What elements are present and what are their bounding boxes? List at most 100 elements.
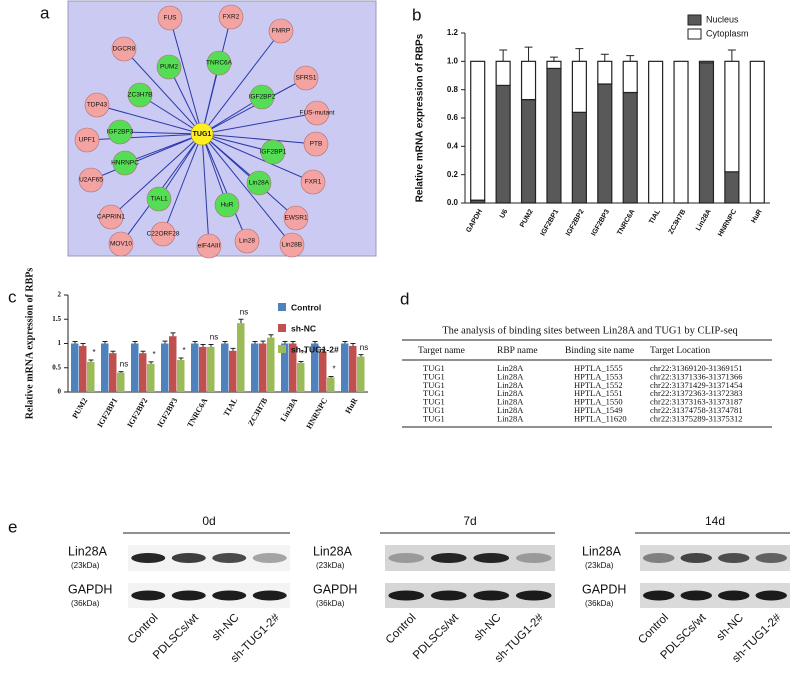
node-label: FUS-mutant — [299, 110, 334, 117]
error-bar — [350, 343, 356, 346]
table-cell: TUG1 — [423, 413, 445, 423]
network-node — [300, 169, 326, 195]
error-bar — [312, 341, 318, 344]
lane-label: Control — [384, 612, 419, 647]
y-tick-label: 1.0 — [447, 56, 459, 65]
network-node — [206, 50, 232, 76]
significance-label: * — [332, 365, 335, 374]
network-edge — [201, 133, 293, 246]
node-label: PUM2 — [160, 64, 178, 71]
blot-title: 14d — [705, 514, 725, 528]
legend-label: sh-NC — [291, 323, 316, 333]
blot-band — [680, 553, 712, 563]
network-node — [150, 221, 176, 247]
x-tick-label: TNRC6A — [185, 396, 209, 429]
x-tick-label: IGF2BP3 — [590, 208, 611, 237]
blot-band — [131, 553, 166, 563]
blot-row-size: (36kDa) — [316, 599, 345, 608]
y-axis-label: Relative mRNA expression of RBPs — [415, 33, 426, 202]
error-bar — [282, 341, 288, 344]
y-axis-label: Relative mRNA expression of RBPs — [24, 268, 35, 420]
y-tick-label: 0.6 — [447, 113, 459, 122]
y-tick-label: 0.5 — [52, 363, 61, 371]
node-label: TDP43 — [87, 102, 108, 109]
error-bar — [358, 354, 364, 357]
bar — [341, 343, 349, 392]
x-tick-label: TIAL — [648, 208, 662, 226]
lane-label: sh-NC — [472, 612, 504, 644]
table-header: Target name — [418, 346, 465, 356]
bar — [281, 343, 289, 392]
blot-band — [718, 553, 750, 563]
table-header: RBP name — [497, 346, 538, 356]
error-bar — [170, 332, 176, 337]
blot-band — [388, 590, 425, 601]
blot-row-size: (23kDa) — [585, 561, 614, 570]
table-cell: TUG1 — [423, 363, 445, 373]
node-label: SFRS1 — [296, 75, 317, 82]
network-node — [214, 192, 240, 218]
x-tick-label: IGF2BP2 — [565, 208, 586, 237]
bar-segment — [698, 60, 715, 64]
blot-band — [515, 590, 552, 601]
lane-label: Control — [636, 612, 671, 647]
node-label: MOV10 — [110, 241, 132, 248]
blot-band — [718, 590, 750, 601]
blot-band — [680, 590, 712, 601]
blot-band — [171, 553, 206, 563]
x-tick-label: GAPDH — [465, 208, 484, 233]
error-bar — [222, 341, 228, 344]
network-edge — [201, 133, 314, 183]
bar-segment — [648, 60, 664, 204]
bar — [71, 343, 79, 392]
blot-band — [252, 553, 287, 563]
bar — [207, 346, 215, 392]
x-tick-label: TNRC6A — [616, 208, 636, 236]
network-edge — [201, 133, 248, 242]
network-node — [304, 100, 330, 126]
legend-label: Nucleus — [706, 14, 739, 24]
center-node — [190, 122, 214, 146]
error-bar — [260, 340, 266, 344]
table-cell: Lin28A — [497, 388, 524, 398]
network-node — [146, 186, 172, 212]
network-edge — [201, 112, 318, 135]
network-edge — [169, 17, 203, 135]
chart: 0.0 0.2 0.4 0.6 0.8 1.0 1.2 Relative mRNA expre… — [415, 14, 770, 238]
legend-swatch — [278, 345, 286, 353]
bar — [259, 343, 267, 392]
bar-segment — [520, 98, 537, 204]
bar — [139, 353, 147, 392]
blot-row-name: Lin28A — [582, 544, 622, 558]
y-tick-label: 2 — [58, 291, 62, 299]
table-cell: chr22:31373163-31373187 — [650, 397, 743, 407]
network-node — [78, 167, 104, 193]
x-tick-label: IGF2BP1 — [95, 396, 119, 429]
blot-row-name: GAPDH — [313, 582, 357, 596]
node-label: PTB — [310, 141, 323, 148]
node-label: IGF2BP2 — [249, 94, 276, 101]
error-bar — [208, 343, 214, 347]
significance-label: * — [92, 348, 95, 357]
blot-row-size: (23kDa) — [71, 561, 100, 570]
node-label: Lin28 — [239, 238, 255, 245]
error-bar — [80, 343, 86, 346]
node-label: IGF2BP3 — [107, 129, 134, 136]
error-bar — [118, 371, 124, 373]
network-node — [283, 205, 309, 231]
bar-segment — [622, 60, 638, 94]
x-tick-label: ZC3H7B — [246, 396, 269, 428]
node-label: CAPRIN1 — [97, 214, 126, 221]
blot-band — [643, 553, 675, 563]
error-bar — [524, 46, 533, 62]
x-tick-label: Lin28A — [695, 208, 713, 232]
bar-segment — [724, 171, 740, 204]
blot-row-size: (23kDa) — [316, 561, 345, 570]
y-tick-label: 0 — [58, 388, 62, 396]
error-bar — [268, 334, 274, 338]
bar-segment — [571, 60, 587, 113]
error-bar — [102, 341, 108, 344]
network-edge — [96, 104, 203, 135]
y-tick-label: 1.2 — [447, 28, 459, 37]
